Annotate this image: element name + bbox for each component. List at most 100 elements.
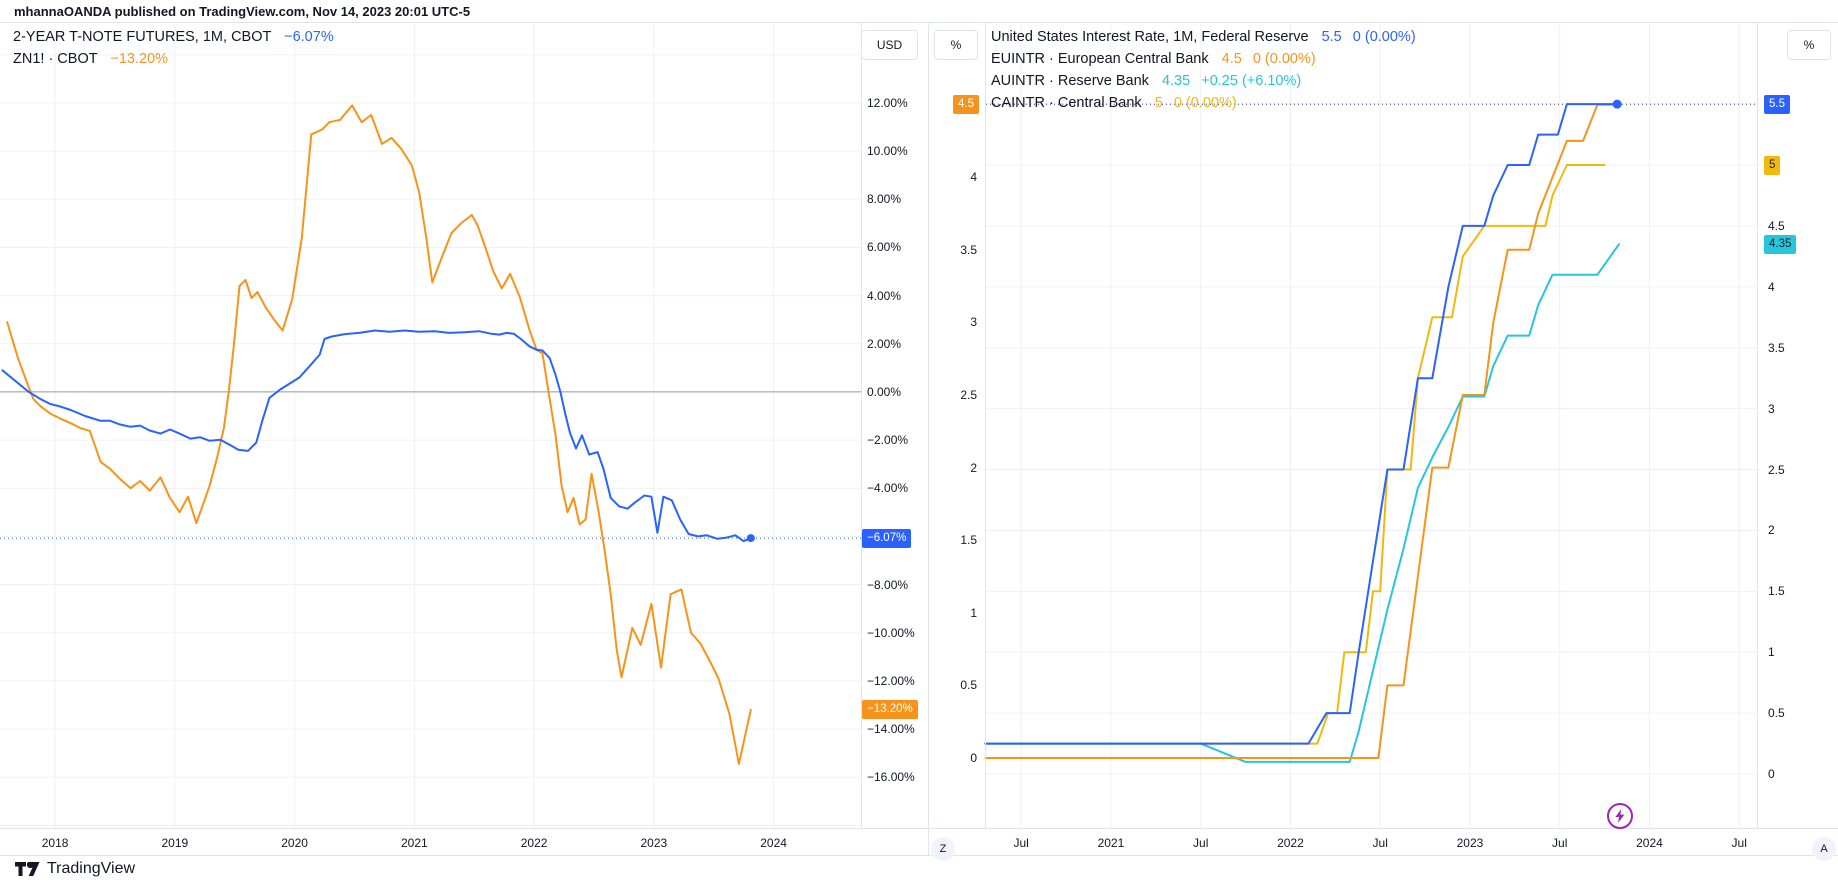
divider-top bbox=[0, 22, 1838, 23]
legend-row-au[interactable]: AUINTR · Reserve Bank 4.35 +0.25 (+6.10%… bbox=[991, 70, 1416, 92]
series-line-zn1-cbot bbox=[6, 104, 752, 765]
timezone-button[interactable]: Z bbox=[931, 837, 955, 861]
axis-tick-label: 1 bbox=[970, 605, 977, 620]
left-pane-time-axis[interactable]: 2018 2019 2020 2021 2022 2023 2024 bbox=[0, 829, 928, 855]
time-tick-label: 2019 bbox=[161, 836, 189, 850]
legend-value: 4.35 bbox=[1161, 73, 1191, 89]
divider-right-pane-left-axis bbox=[985, 22, 986, 828]
time-tick-label: 2024 bbox=[760, 836, 787, 850]
axis-tick-label: 0 bbox=[1768, 767, 1775, 782]
axis-tick-label: 0 bbox=[970, 751, 977, 765]
axis-tick-label: −8.00% bbox=[867, 577, 909, 592]
legend-row-eu[interactable]: EUINTR · European Central Bank 4.5 0 (0.… bbox=[991, 48, 1416, 70]
percent-unit-button-left[interactable]: % bbox=[934, 30, 978, 60]
axis-tick-label: 6.00% bbox=[867, 240, 902, 255]
axis-tick-label: 1.5 bbox=[1768, 584, 1785, 599]
divider-time-axis bbox=[0, 828, 1838, 829]
series-line-euintr-european-central-bank bbox=[984, 103, 1619, 759]
legend-change: 0 (0.00%) bbox=[1252, 51, 1316, 67]
axis-tick-label: 1 bbox=[1768, 645, 1775, 660]
legend-value: −13.20% bbox=[110, 51, 169, 67]
price-badge: −6.07% bbox=[862, 528, 912, 548]
brand-name: TradingView bbox=[47, 860, 136, 877]
price-badge: 5 bbox=[1764, 155, 1781, 175]
legend-change: 0 (0.00%) bbox=[1173, 95, 1237, 111]
axis-tick-label: −16.00% bbox=[867, 770, 915, 785]
price-badge: 4.5 bbox=[953, 95, 979, 115]
legend-title: CAINTR · Central Bank bbox=[991, 95, 1142, 111]
percent-unit-button-right[interactable]: % bbox=[1787, 30, 1831, 60]
divider-bottom bbox=[0, 855, 1838, 856]
axis-tick-label: 3 bbox=[1768, 401, 1775, 416]
axis-tick-label: 0.5 bbox=[1768, 706, 1785, 721]
right-pane-legend: United States Interest Rate, 1M, Federal… bbox=[991, 26, 1416, 114]
axis-tick-label: 10.00% bbox=[867, 144, 908, 159]
axis-tick-label: 0.5 bbox=[960, 678, 977, 693]
axis-tick-label: 4 bbox=[1768, 279, 1775, 294]
time-tick-label: 2021 bbox=[1097, 836, 1125, 850]
legend-row-zn1[interactable]: ZN1! · CBOT −13.20% bbox=[13, 48, 334, 70]
legend-title: ZN1! · CBOT bbox=[13, 51, 98, 67]
legend-title: EUINTR · European Central Bank bbox=[991, 51, 1209, 67]
axis-tick-label: −10.00% bbox=[867, 625, 915, 640]
tradingview-logo[interactable]: TradingView bbox=[15, 860, 135, 878]
time-tick-label: 2018 bbox=[41, 836, 69, 850]
time-tick-label: 2023 bbox=[1456, 836, 1484, 850]
axis-tick-label: −2.00% bbox=[867, 433, 909, 448]
left-pane-price-axis[interactable]: 12.00% 10.00% 8.00% 6.00% 4.00% 2.00% 0.00% −2.… bbox=[862, 22, 928, 828]
series-line-united-states-interest-rate bbox=[984, 103, 1619, 745]
time-tick-label: 2020 bbox=[281, 836, 308, 850]
axis-tick-label: 1.5 bbox=[960, 533, 977, 548]
axis-tick-label: 2 bbox=[970, 460, 977, 475]
legend-value: 5 bbox=[1154, 95, 1163, 111]
series-end-dot bbox=[746, 534, 755, 543]
axis-tick-label: 2.5 bbox=[1768, 462, 1785, 477]
axis-tick-label: 4.5 bbox=[1768, 218, 1785, 233]
price-badge: −13.20% bbox=[862, 700, 918, 720]
axis-tick-label: −12.00% bbox=[867, 673, 915, 688]
axis-tick-label: −4.00% bbox=[867, 481, 909, 496]
right-pane-time-axis[interactable]: Jul 2021 Jul 2022 Jul 2023 Jul 2024 Jul bbox=[930, 829, 1838, 855]
divider-left-pane-axis bbox=[861, 22, 862, 828]
axis-tick-label: 3.5 bbox=[960, 242, 977, 257]
time-tick-label: Jul bbox=[1013, 836, 1029, 850]
legend-row-tnote[interactable]: 2-YEAR T-NOTE FUTURES, 1M, CBOT −6.07% bbox=[13, 26, 334, 48]
legend-title: 2-YEAR T-NOTE FUTURES, 1M, CBOT bbox=[13, 29, 272, 45]
legend-value: 5.5 bbox=[1321, 29, 1342, 45]
legend-value: −6.07% bbox=[284, 29, 334, 45]
auto-scale-button[interactable]: A bbox=[1812, 837, 1836, 861]
axis-tick-label: 3 bbox=[970, 315, 977, 330]
time-tick-label: Jul bbox=[1193, 836, 1209, 850]
legend-row-us[interactable]: United States Interest Rate, 1M, Federal… bbox=[991, 26, 1416, 48]
time-tick-label: 2021 bbox=[400, 836, 428, 850]
time-tick-label: 2023 bbox=[640, 836, 668, 850]
right-pane-right-price-axis[interactable]: 4.5 4 3.5 3 2.5 2 1.5 1 0.5 0 5.5 5 4.35 bbox=[1759, 22, 1838, 828]
legend-change: +0.25 (+6.10%) bbox=[1201, 73, 1302, 89]
boost-lightning-button[interactable] bbox=[1607, 803, 1633, 829]
legend-row-ca[interactable]: CAINTR · Central Bank 5 0 (0.00%) bbox=[991, 92, 1416, 114]
axis-tick-label: 2.00% bbox=[867, 336, 902, 351]
series-line-caintr-central-bank bbox=[984, 164, 1606, 745]
published-header: mhannaOANDA published on TradingView.com… bbox=[14, 4, 471, 19]
currency-button[interactable]: USD bbox=[861, 30, 918, 60]
divider-right-pane-right-axis bbox=[1757, 22, 1758, 828]
axis-tick-label: 8.00% bbox=[867, 192, 902, 207]
axis-tick-label: 0.00% bbox=[867, 384, 902, 399]
time-tick-label: Jul bbox=[1552, 836, 1568, 850]
series-end-dot bbox=[1612, 99, 1622, 109]
axis-tick-label: 3.5 bbox=[1768, 340, 1785, 355]
time-tick-label: 2024 bbox=[1636, 836, 1663, 850]
axis-tick-label: −14.00% bbox=[867, 722, 915, 737]
axis-tick-label: 2 bbox=[1768, 523, 1775, 538]
time-tick-label: Jul bbox=[1372, 836, 1388, 850]
right-pane-left-price-axis[interactable]: 4 3.5 3 2.5 2 1.5 1 0.5 0 4.5 bbox=[930, 22, 985, 828]
time-tick-label: 2022 bbox=[1277, 836, 1304, 850]
axis-tick-label: 12.00% bbox=[867, 95, 908, 110]
divider-panes bbox=[928, 22, 929, 855]
price-badge: 4.35 bbox=[1764, 234, 1797, 254]
legend-change: 0 (0.00%) bbox=[1352, 29, 1416, 45]
time-tick-label: 2022 bbox=[520, 836, 548, 850]
tradingview-glyph-icon bbox=[15, 862, 40, 876]
